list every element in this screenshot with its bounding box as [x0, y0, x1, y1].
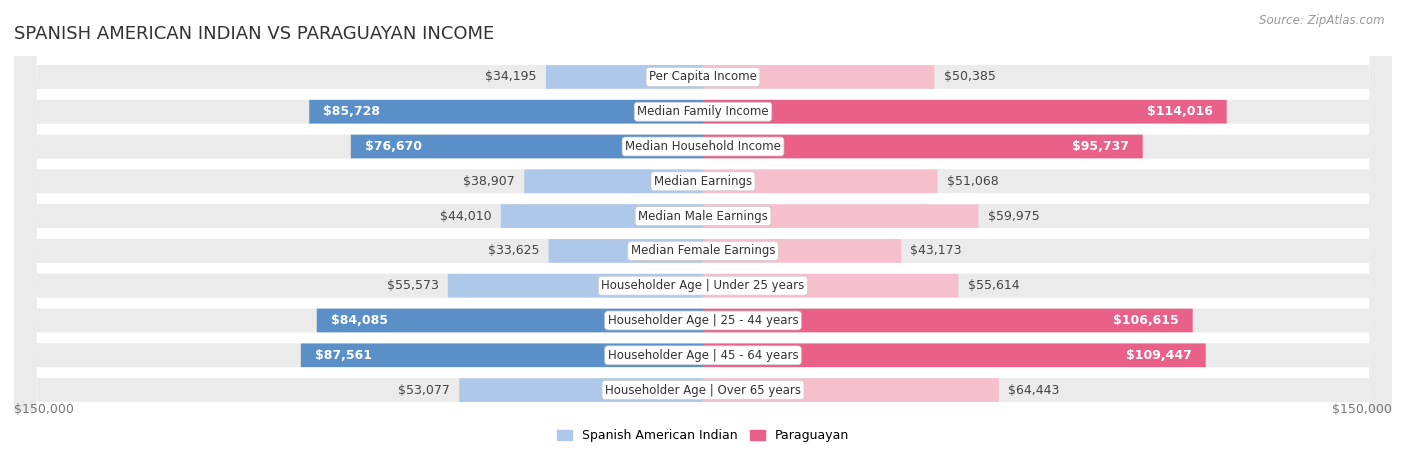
FancyBboxPatch shape: [703, 309, 1192, 333]
FancyBboxPatch shape: [14, 0, 1392, 467]
Text: $55,573: $55,573: [387, 279, 439, 292]
FancyBboxPatch shape: [703, 378, 1000, 402]
FancyBboxPatch shape: [460, 378, 703, 402]
Text: $150,000: $150,000: [1331, 403, 1392, 416]
Text: Per Capita Income: Per Capita Income: [650, 71, 756, 84]
FancyBboxPatch shape: [14, 0, 1392, 467]
FancyBboxPatch shape: [14, 0, 1392, 467]
FancyBboxPatch shape: [703, 134, 1143, 158]
FancyBboxPatch shape: [703, 204, 979, 228]
FancyBboxPatch shape: [501, 204, 703, 228]
Text: $85,728: $85,728: [323, 105, 380, 118]
Text: $33,625: $33,625: [488, 244, 540, 257]
FancyBboxPatch shape: [14, 0, 1392, 467]
Text: $87,561: $87,561: [315, 349, 371, 362]
FancyBboxPatch shape: [524, 170, 703, 193]
FancyBboxPatch shape: [703, 274, 959, 297]
Text: Householder Age | Under 25 years: Householder Age | Under 25 years: [602, 279, 804, 292]
Text: $59,975: $59,975: [987, 210, 1039, 223]
Text: $95,737: $95,737: [1071, 140, 1129, 153]
Text: Median Household Income: Median Household Income: [626, 140, 780, 153]
Text: $43,173: $43,173: [911, 244, 962, 257]
Text: $34,195: $34,195: [485, 71, 537, 84]
Text: $55,614: $55,614: [967, 279, 1019, 292]
Text: SPANISH AMERICAN INDIAN VS PARAGUAYAN INCOME: SPANISH AMERICAN INDIAN VS PARAGUAYAN IN…: [14, 25, 495, 43]
FancyBboxPatch shape: [14, 0, 1392, 467]
Text: $64,443: $64,443: [1008, 383, 1060, 396]
FancyBboxPatch shape: [352, 134, 703, 158]
FancyBboxPatch shape: [14, 0, 1392, 467]
Text: $84,085: $84,085: [330, 314, 388, 327]
FancyBboxPatch shape: [703, 100, 1226, 124]
FancyBboxPatch shape: [703, 343, 1206, 367]
Text: $109,447: $109,447: [1126, 349, 1192, 362]
Text: $150,000: $150,000: [14, 403, 75, 416]
FancyBboxPatch shape: [703, 170, 938, 193]
Legend: Spanish American Indian, Paraguayan: Spanish American Indian, Paraguayan: [551, 425, 855, 447]
Text: $106,615: $106,615: [1114, 314, 1178, 327]
FancyBboxPatch shape: [703, 65, 935, 89]
Text: Median Male Earnings: Median Male Earnings: [638, 210, 768, 223]
FancyBboxPatch shape: [14, 0, 1392, 467]
FancyBboxPatch shape: [546, 65, 703, 89]
Text: $51,068: $51,068: [946, 175, 998, 188]
Text: $44,010: $44,010: [440, 210, 492, 223]
FancyBboxPatch shape: [548, 239, 703, 263]
FancyBboxPatch shape: [703, 239, 901, 263]
FancyBboxPatch shape: [301, 343, 703, 367]
Text: $114,016: $114,016: [1147, 105, 1213, 118]
Text: Householder Age | 25 - 44 years: Householder Age | 25 - 44 years: [607, 314, 799, 327]
FancyBboxPatch shape: [447, 274, 703, 297]
Text: Median Female Earnings: Median Female Earnings: [631, 244, 775, 257]
Text: $53,077: $53,077: [398, 383, 450, 396]
Text: $50,385: $50,385: [943, 71, 995, 84]
Text: $76,670: $76,670: [364, 140, 422, 153]
FancyBboxPatch shape: [14, 0, 1392, 467]
FancyBboxPatch shape: [316, 309, 703, 333]
Text: Median Earnings: Median Earnings: [654, 175, 752, 188]
Text: Source: ZipAtlas.com: Source: ZipAtlas.com: [1260, 14, 1385, 27]
FancyBboxPatch shape: [309, 100, 703, 124]
Text: Householder Age | Over 65 years: Householder Age | Over 65 years: [605, 383, 801, 396]
Text: Householder Age | 45 - 64 years: Householder Age | 45 - 64 years: [607, 349, 799, 362]
Text: Median Family Income: Median Family Income: [637, 105, 769, 118]
FancyBboxPatch shape: [14, 0, 1392, 467]
FancyBboxPatch shape: [14, 0, 1392, 467]
Text: $38,907: $38,907: [464, 175, 515, 188]
